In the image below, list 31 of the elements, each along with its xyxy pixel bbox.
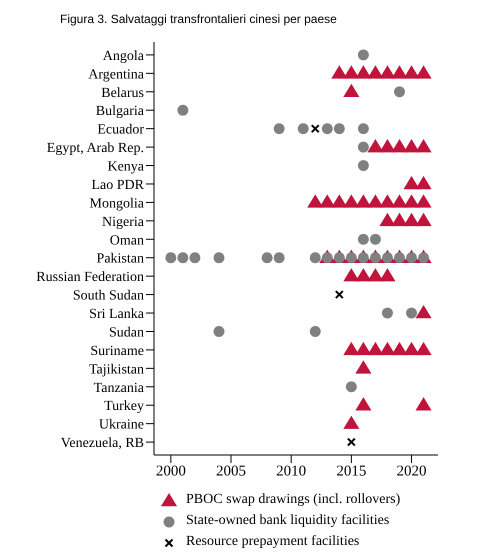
y-tick-label: Nigeria: [102, 214, 145, 230]
x-tick-label: 2020: [396, 464, 427, 480]
y-tick-label: Sudan: [109, 325, 144, 340]
x-tick-label: 2000: [156, 464, 186, 480]
y-tick-label: Tajikistan: [88, 362, 144, 378]
y-tick-label: Ukraine: [98, 418, 144, 433]
y-tick-label: Venezuela, RB: [60, 436, 144, 452]
y-tick-label: Russian Federation: [36, 270, 144, 286]
x-tick-label: 2015: [336, 464, 366, 480]
chart-title: Figura 3. Salvataggi transfrontalieri cinesi per paese: [60, 12, 337, 26]
y-tick-label: Bulgaria: [96, 104, 145, 120]
y-tick-label: Kenya: [107, 160, 145, 174]
x-tick-label: 2005: [216, 464, 246, 480]
y-tick-label: Argentina: [88, 67, 145, 82]
x-tick-label: 2010: [276, 464, 306, 480]
y-tick-label: Angola: [102, 48, 145, 64]
y-tick-label: Oman: [110, 233, 144, 248]
y-tick-label: Sri Lanka: [89, 307, 145, 322]
y-tick-label: Lao PDR: [92, 178, 145, 193]
y-tick-label: Ecuador: [97, 122, 144, 138]
y-tick-label: Belarus: [101, 86, 144, 101]
legend-label: State-owned bank liquidity facilities: [186, 512, 390, 528]
legend-label: PBOC swap drawings (incl. rollovers): [186, 492, 400, 508]
y-tick-label: Tanzania: [94, 380, 145, 396]
y-tick-label: Pakistan: [96, 252, 144, 267]
y-tick-label: South Sudan: [72, 288, 144, 304]
y-tick-label: Turkey: [104, 399, 144, 414]
y-tick-label: Egypt, Arab Rep.: [46, 141, 144, 156]
legend-label: Resource prepayment facilities: [186, 534, 360, 550]
y-tick-label: Suriname: [90, 344, 144, 359]
y-tick-label: Mongolia: [90, 196, 145, 212]
